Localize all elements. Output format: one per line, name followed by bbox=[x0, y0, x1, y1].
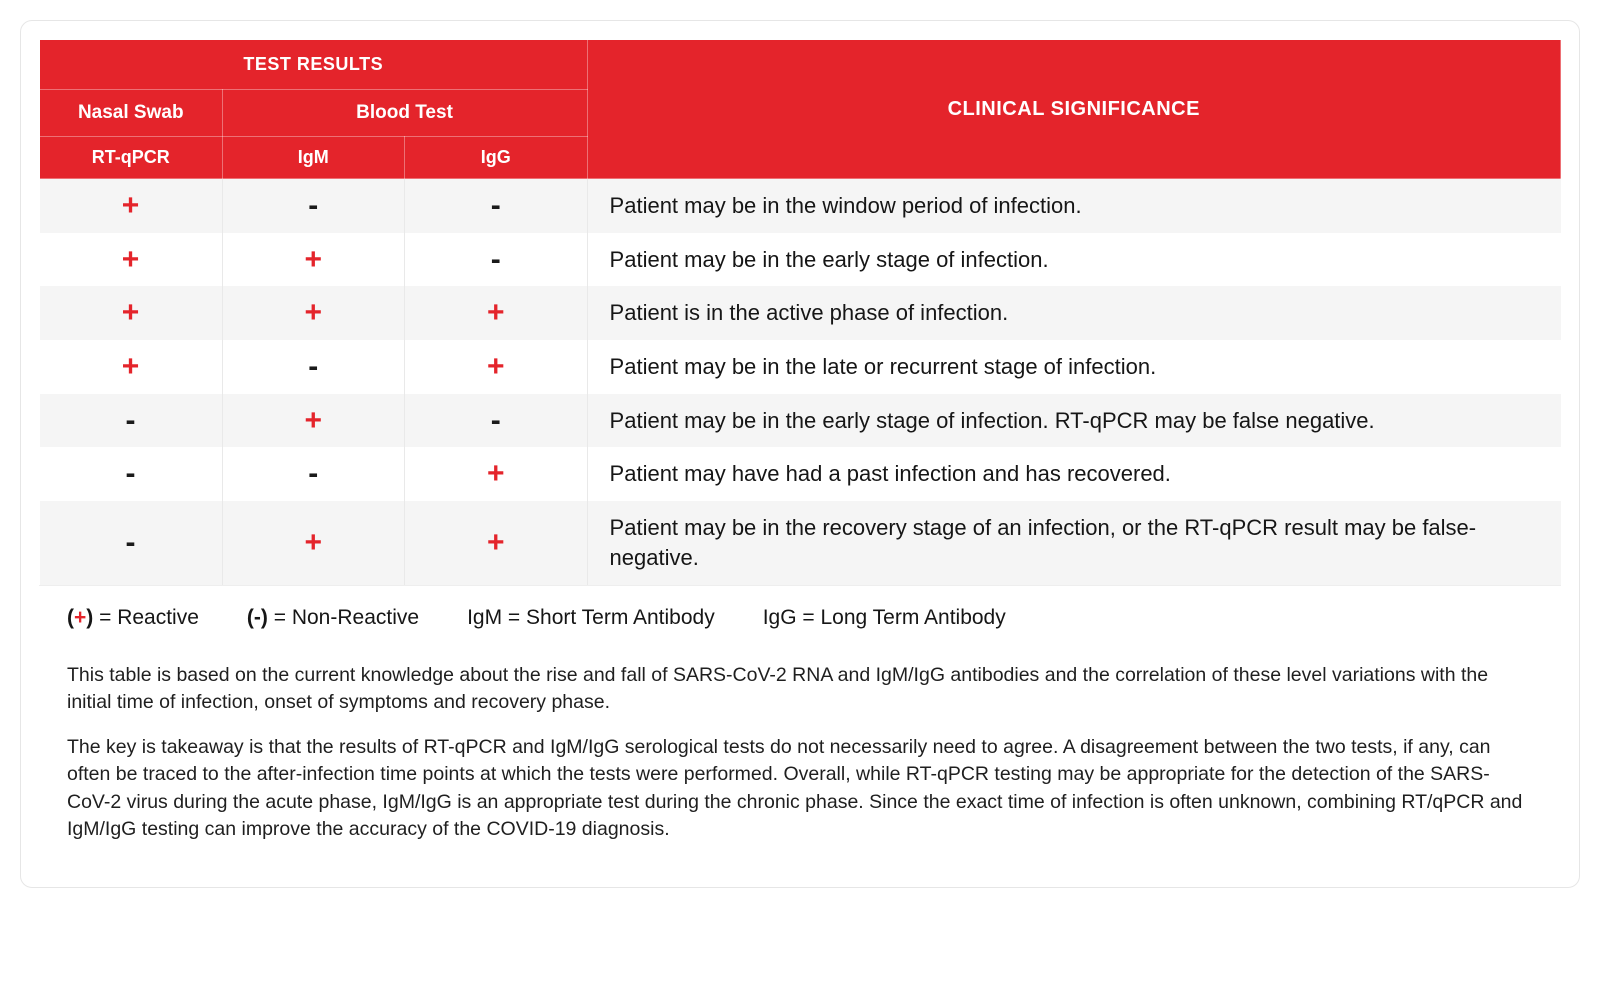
header-igm: IgM bbox=[222, 137, 405, 179]
minus-icon: - bbox=[254, 606, 261, 629]
plus-icon: + bbox=[405, 447, 588, 501]
significance-cell: Patient may be in the window period of i… bbox=[587, 179, 1560, 233]
minus-icon: - bbox=[405, 233, 588, 287]
plus-icon: + bbox=[222, 501, 405, 584]
minus-icon: - bbox=[40, 394, 223, 448]
notes: This table is based on the current knowl… bbox=[39, 644, 1561, 844]
legend-reactive-label: = Reactive bbox=[93, 606, 199, 629]
significance-cell: Patient may be in the early stage of inf… bbox=[587, 233, 1560, 287]
legend-paren-close: ) bbox=[261, 606, 274, 629]
plus-icon: + bbox=[405, 286, 588, 340]
table-row: +-+Patient may be in the late or recurre… bbox=[40, 340, 1561, 394]
results-card: TEST RESULTS CLINICAL SIGNIFICANCE Nasal… bbox=[20, 20, 1580, 888]
table-row: +--Patient may be in the window period o… bbox=[40, 179, 1561, 233]
plus-icon: + bbox=[222, 233, 405, 287]
plus-icon: + bbox=[222, 394, 405, 448]
table-row: --+Patient may have had a past infection… bbox=[40, 447, 1561, 501]
legend-igg: IgG = Long Term Antibody bbox=[763, 606, 1006, 630]
legend-nonreactive-label: = Non-Reactive bbox=[274, 606, 419, 629]
significance-cell: Patient may be in the recovery stage of … bbox=[587, 501, 1560, 584]
header-nasal-swab: Nasal Swab bbox=[40, 90, 223, 137]
minus-icon: - bbox=[405, 179, 588, 233]
table-body: +--Patient may be in the window period o… bbox=[40, 179, 1561, 585]
significance-cell: Patient may have had a past infection an… bbox=[587, 447, 1560, 501]
minus-icon: - bbox=[40, 447, 223, 501]
plus-icon: + bbox=[74, 606, 86, 629]
minus-icon: - bbox=[222, 179, 405, 233]
plus-icon: + bbox=[40, 286, 223, 340]
table-row: -++Patient may be in the recovery stage … bbox=[40, 501, 1561, 584]
legend-nonreactive: (-) = Non-Reactive bbox=[247, 606, 419, 630]
table-row: +++Patient is in the active phase of inf… bbox=[40, 286, 1561, 340]
header-blood-test: Blood Test bbox=[222, 90, 587, 137]
plus-icon: + bbox=[405, 340, 588, 394]
header-significance: CLINICAL SIGNIFICANCE bbox=[587, 40, 1560, 179]
plus-icon: + bbox=[40, 179, 223, 233]
table-row: ++-Patient may be in the early stage of … bbox=[40, 233, 1561, 287]
significance-cell: Patient may be in the early stage of inf… bbox=[587, 394, 1560, 448]
significance-cell: Patient is in the active phase of infect… bbox=[587, 286, 1560, 340]
table-header: TEST RESULTS CLINICAL SIGNIFICANCE Nasal… bbox=[40, 40, 1561, 179]
header-rt-qpcr: RT-qPCR bbox=[40, 137, 223, 179]
table-row: -+-Patient may be in the early stage of … bbox=[40, 394, 1561, 448]
plus-icon: + bbox=[40, 233, 223, 287]
legend-reactive: (+) = Reactive bbox=[67, 606, 199, 630]
significance-cell: Patient may be in the late or recurrent … bbox=[587, 340, 1560, 394]
notes-paragraph: The key is takeaway is that the results … bbox=[67, 734, 1533, 843]
legend: (+) = Reactive (-) = Non-Reactive IgM = … bbox=[39, 585, 1561, 644]
minus-icon: - bbox=[405, 394, 588, 448]
minus-icon: - bbox=[222, 340, 405, 394]
plus-icon: + bbox=[40, 340, 223, 394]
legend-paren-open: ( bbox=[247, 606, 254, 629]
header-test-results: TEST RESULTS bbox=[40, 40, 588, 90]
plus-icon: + bbox=[405, 501, 588, 584]
legend-paren-open: ( bbox=[67, 606, 74, 629]
results-table: TEST RESULTS CLINICAL SIGNIFICANCE Nasal… bbox=[39, 39, 1561, 585]
legend-igm: IgM = Short Term Antibody bbox=[467, 606, 715, 630]
notes-paragraph: This table is based on the current knowl… bbox=[67, 662, 1533, 717]
plus-icon: + bbox=[222, 286, 405, 340]
header-igg: IgG bbox=[405, 137, 588, 179]
minus-icon: - bbox=[40, 501, 223, 584]
minus-icon: - bbox=[222, 447, 405, 501]
